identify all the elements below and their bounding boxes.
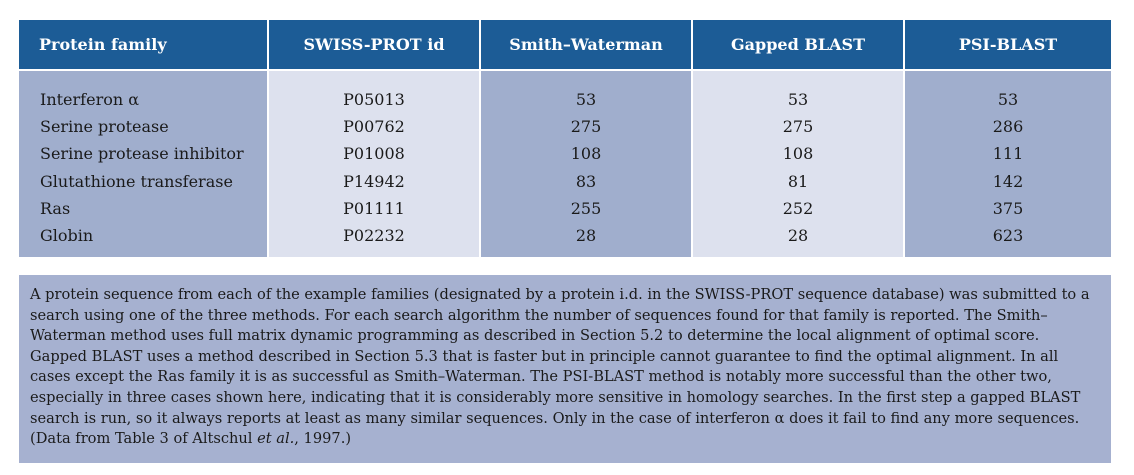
cell-smith-waterman: 28 bbox=[575, 225, 597, 245]
caption-text: A protein sequence from each of the exam… bbox=[30, 286, 1090, 448]
cell-family: Interferon α bbox=[40, 90, 140, 109]
cell-smith-waterman: 53 bbox=[575, 90, 597, 109]
cell-family: Serine protease bbox=[40, 117, 169, 137]
cell-gapped-blast: 275 bbox=[782, 117, 814, 137]
cell-family: Glutathione transferase bbox=[40, 171, 233, 191]
cell-gapped-blast: 252 bbox=[782, 198, 814, 218]
cell-smith-waterman: 275 bbox=[570, 117, 602, 137]
column-swiss-prot-id: P05013 P00762 P01008 P14942 P01111 P0223… bbox=[269, 71, 481, 257]
cell-smith-waterman: 83 bbox=[575, 171, 597, 191]
cell-swiss-prot-id: P14942 bbox=[343, 171, 405, 191]
cell-psi-blast: 623 bbox=[992, 225, 1024, 245]
results-table: Protein family SWISS-PROT id Smith–Water… bbox=[19, 20, 1111, 257]
caption-italic-et-al: et al. bbox=[257, 430, 295, 448]
cell-psi-blast: 111 bbox=[992, 144, 1024, 164]
table-caption: A protein sequence from each of the exam… bbox=[19, 275, 1111, 463]
cell-psi-blast: 286 bbox=[992, 117, 1024, 137]
cell-swiss-prot-id: P00762 bbox=[343, 117, 405, 137]
header-psi-blast: PSI-BLAST bbox=[958, 35, 1058, 54]
cell-gapped-blast: 28 bbox=[787, 225, 809, 245]
cell-psi-blast: 142 bbox=[992, 171, 1024, 191]
caption-text-end: , 1997.) bbox=[294, 430, 352, 448]
cell-swiss-prot-id: P01111 bbox=[343, 198, 405, 218]
cell-family: Ras bbox=[40, 198, 71, 218]
header-gapped-blast: Gapped BLAST bbox=[693, 20, 905, 69]
cell-smith-waterman: 108 bbox=[570, 144, 602, 164]
cell-swiss-prot-id: P02232 bbox=[343, 225, 405, 245]
cell-family: Serine protease inhibitor bbox=[40, 144, 244, 164]
cell-psi-blast: 53 bbox=[997, 90, 1019, 109]
table-header-row: Protein family SWISS-PROT id Smith–Water… bbox=[19, 20, 1111, 71]
header-smith-waterman: Smith–Waterman bbox=[481, 20, 693, 69]
table-body: Interferon α Serine protease Serine prot… bbox=[19, 71, 1111, 257]
cell-smith-waterman: 255 bbox=[570, 198, 602, 218]
cell-swiss-prot-id: P05013 bbox=[343, 90, 405, 109]
cell-gapped-blast: 81 bbox=[787, 171, 809, 191]
cell-gapped-blast: 53 bbox=[787, 90, 809, 109]
column-smith-waterman: 53 275 108 83 255 28 bbox=[481, 71, 693, 257]
cell-swiss-prot-id: P01008 bbox=[343, 144, 405, 164]
cell-family: Globin bbox=[40, 225, 94, 245]
column-protein-family: Interferon α Serine protease Serine prot… bbox=[19, 71, 269, 257]
cell-gapped-blast: 108 bbox=[782, 144, 814, 164]
column-gapped-blast: 53 275 108 81 252 28 bbox=[693, 71, 905, 257]
cell-psi-blast: 375 bbox=[992, 198, 1024, 218]
column-psi-blast: 53 286 111 142 375 623 bbox=[905, 71, 1111, 257]
header-swiss-prot-id: SWISS-PROT id bbox=[269, 20, 481, 69]
header-protein-family: Protein family bbox=[19, 20, 269, 69]
